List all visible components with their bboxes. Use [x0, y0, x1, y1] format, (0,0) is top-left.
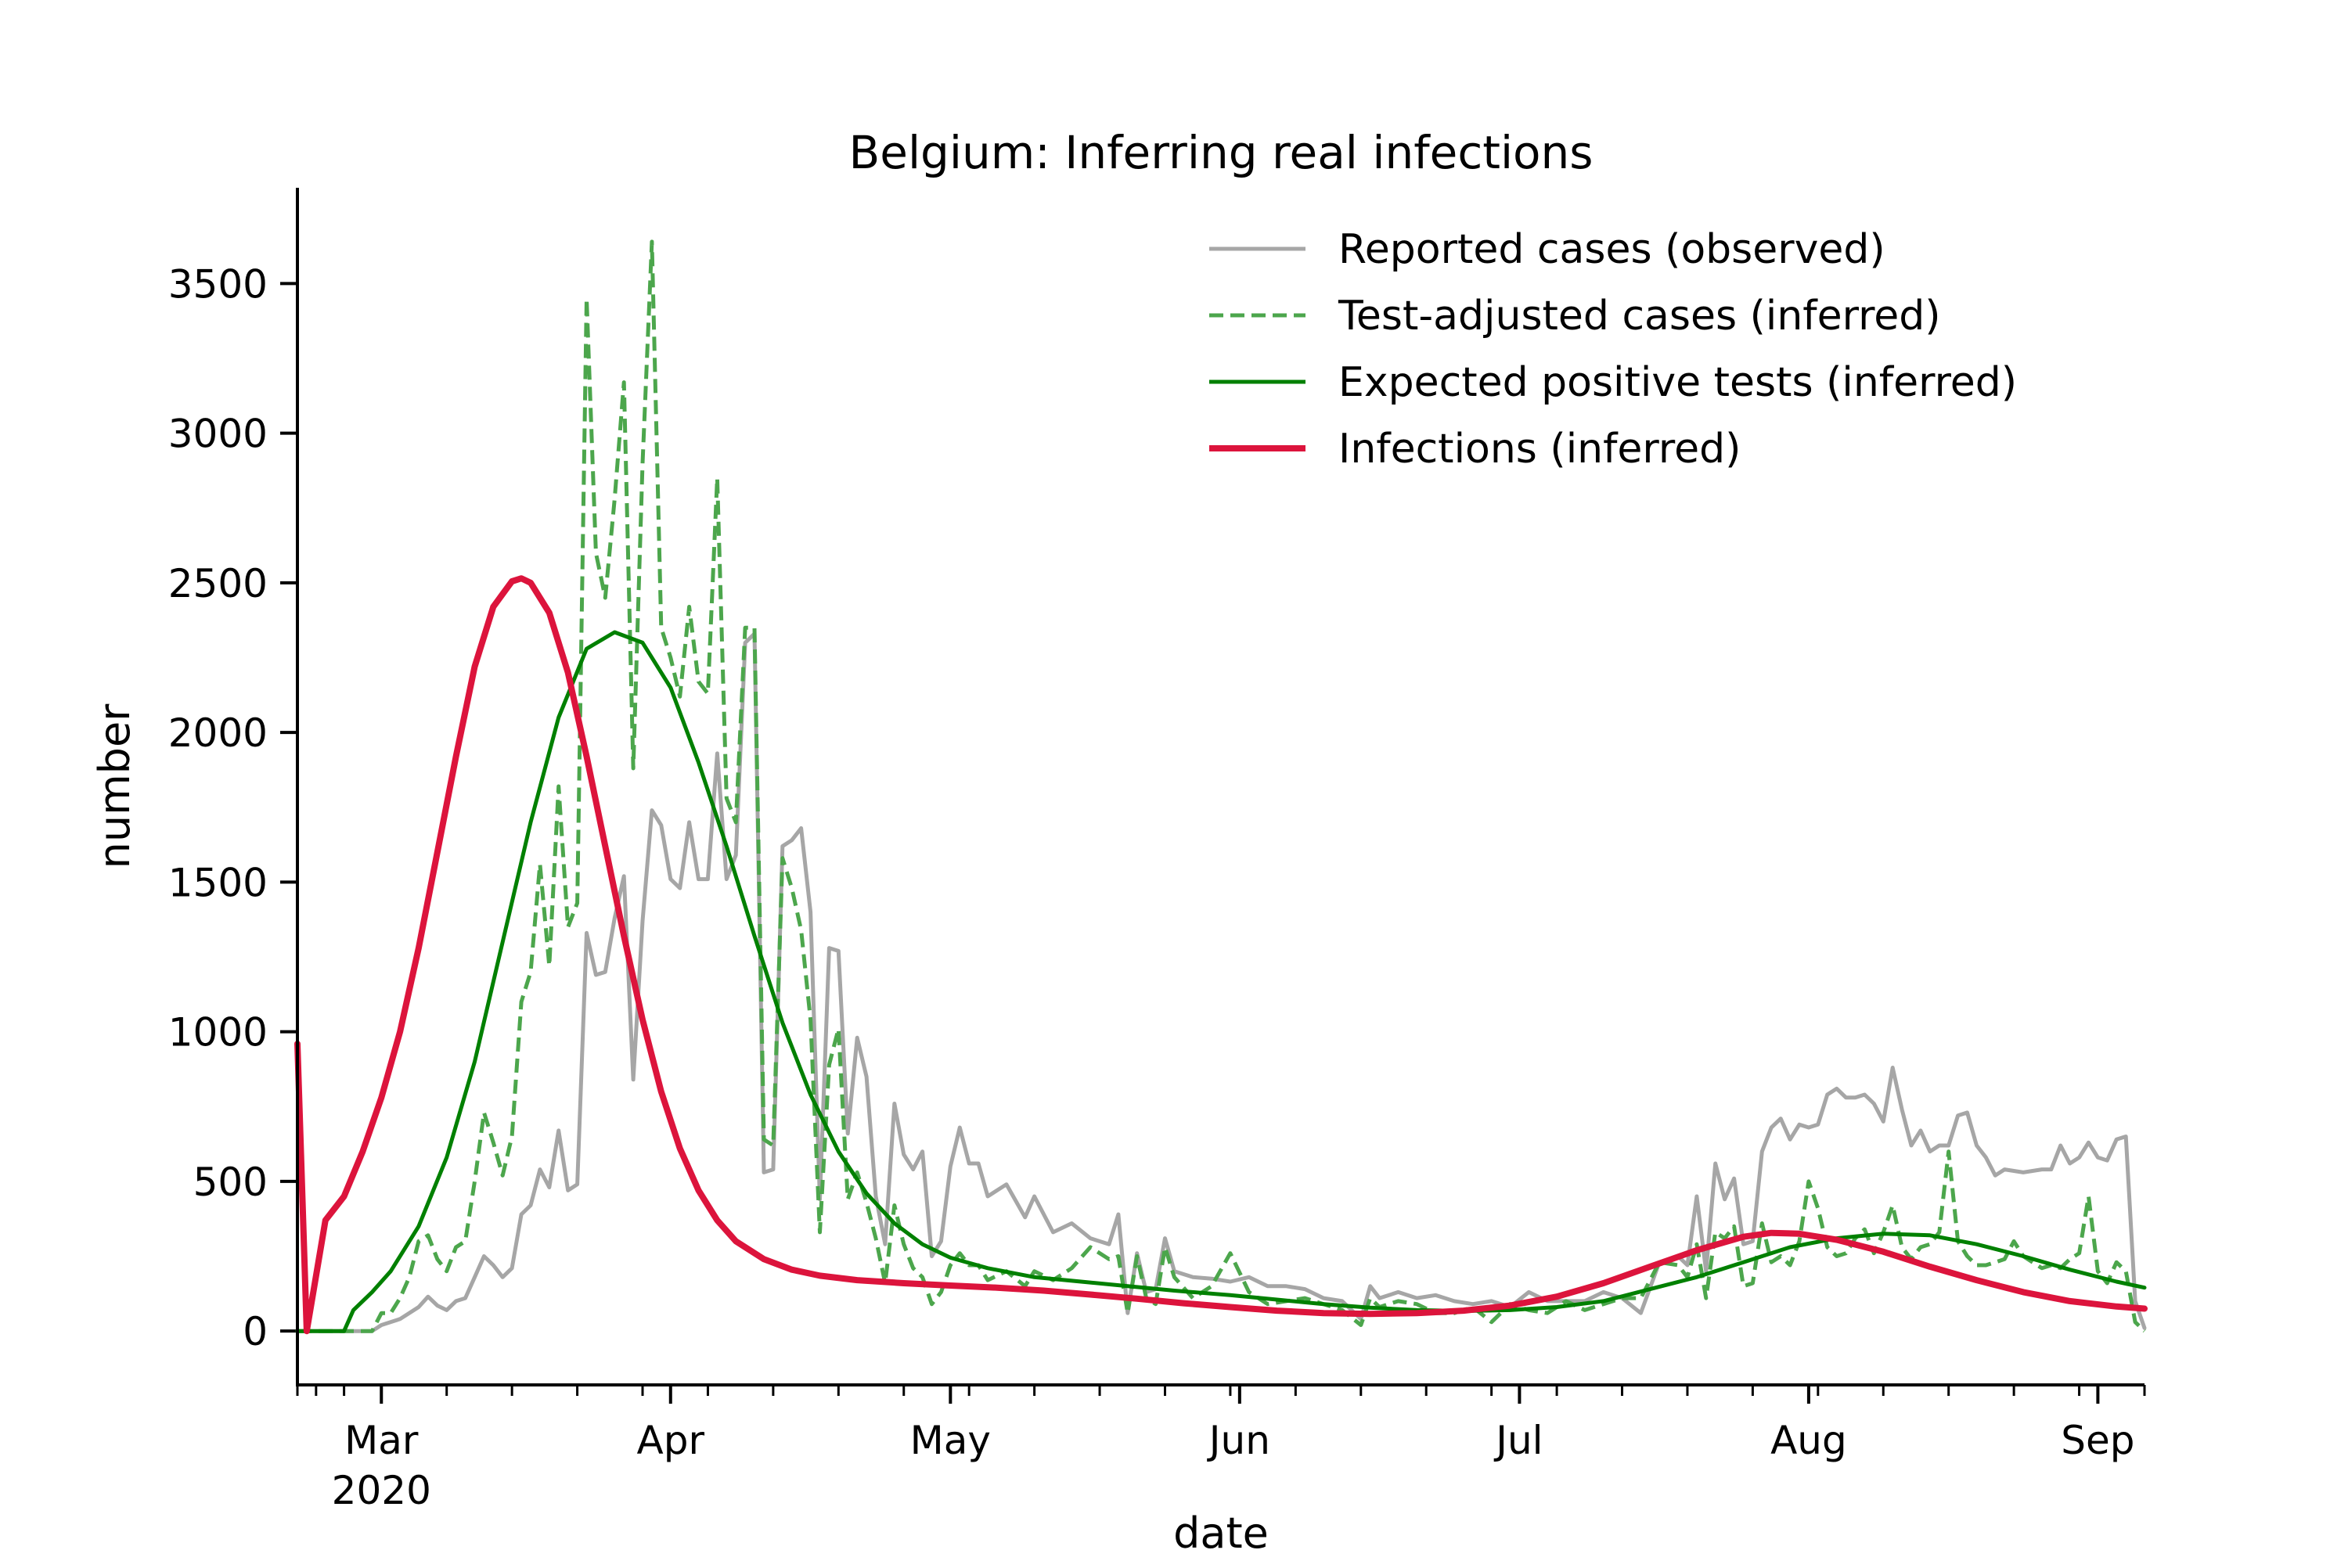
x-axis-ticks: Mar 2020 Apr May Jun Jul Aug Sep — [296, 1385, 2146, 1513]
series-line-4 — [294, 575, 2148, 1335]
y-tick-label: 3500 — [168, 261, 268, 307]
x-tick-label: Jun — [1207, 1418, 1270, 1463]
y-tick-label: 1000 — [168, 1010, 268, 1056]
legend-label-4: Infections (inferred) — [1338, 426, 1741, 473]
x-tick-label: Apr — [637, 1418, 705, 1463]
legend-label-3: Expected positive tests (inferred) — [1338, 359, 2017, 406]
x-tick-label: Aug — [1770, 1418, 1847, 1463]
series-line-1 — [295, 631, 2147, 1333]
x-tick-sublabel: 2020 — [332, 1468, 431, 1513]
y-axis-label: number — [90, 703, 139, 869]
y-tick-label: 1500 — [168, 860, 268, 905]
series-line-2 — [297, 239, 2146, 1333]
y-tick-label: 3000 — [168, 412, 268, 457]
series-line-3 — [295, 630, 2147, 1333]
legend-label-2: Test-adjusted cases (inferred) — [1338, 293, 1941, 340]
chart-legend: Reported cases (observed) Test-adjusted c… — [1209, 226, 2017, 473]
x-tick-label: Jul — [1493, 1418, 1543, 1463]
y-tick-label: 2500 — [168, 561, 268, 606]
x-tick-label: Mar — [344, 1418, 419, 1463]
x-tick-label: May — [910, 1418, 991, 1463]
x-axis-label: date — [1173, 1509, 1269, 1558]
y-tick-label: 0 — [243, 1309, 268, 1354]
legend-label-1: Reported cases (observed) — [1338, 226, 1885, 273]
x-tick-label: Sep — [2061, 1418, 2134, 1463]
chart-title: Belgium: Inferring real infections — [848, 126, 1593, 179]
y-tick-label: 500 — [193, 1160, 268, 1205]
y-axis-ticks: 0 500 1000 1500 2000 2500 3000 3500 — [168, 261, 297, 1354]
series-layer — [294, 239, 2148, 1335]
y-tick-label: 2000 — [168, 710, 268, 756]
